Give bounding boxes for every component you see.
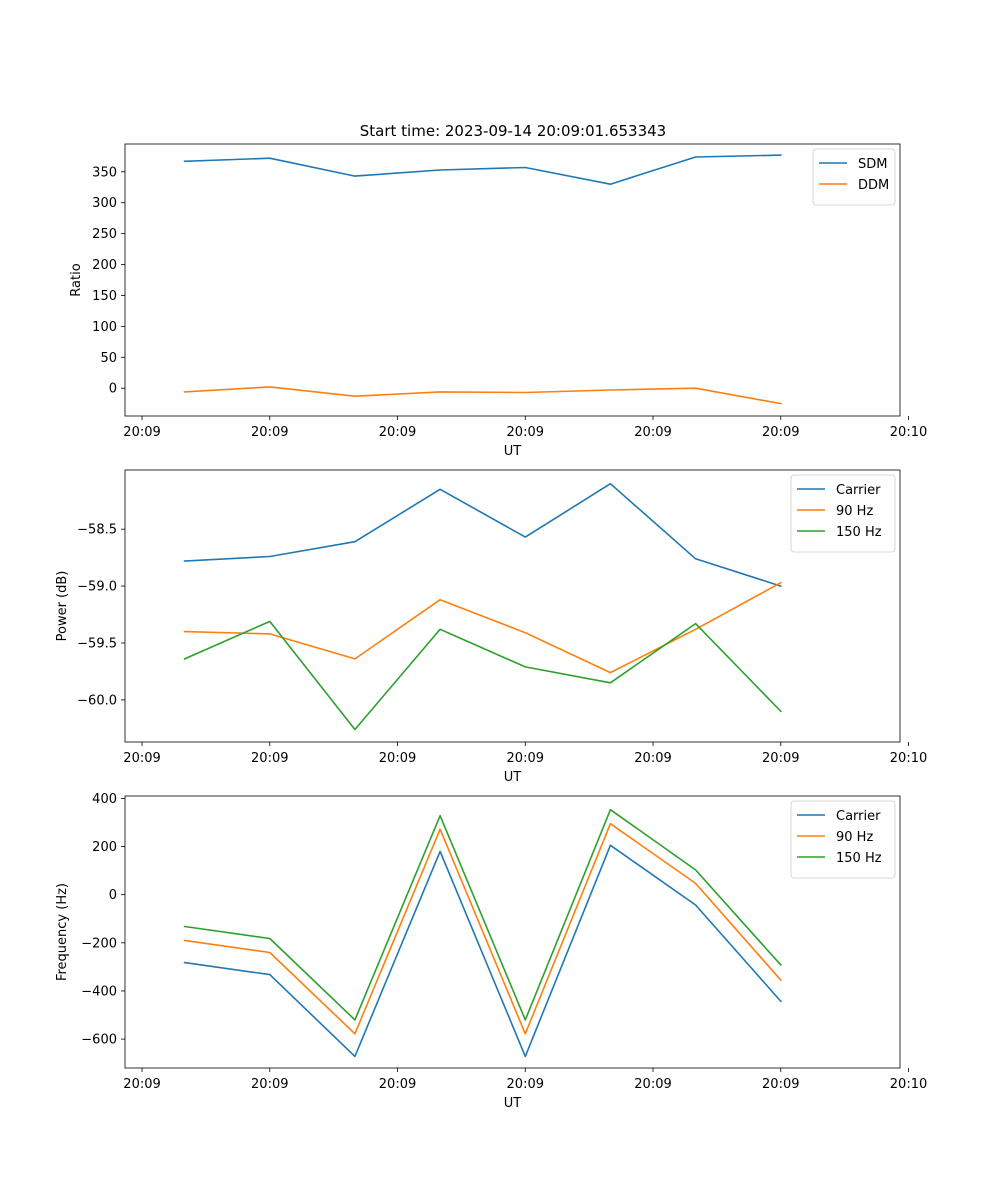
panel-2-series-2-line: [183, 581, 782, 674]
panel-2-y-tick-label: −59.5: [77, 636, 117, 651]
panel-3-legend-box: [790, 800, 896, 879]
panel-1-y-tick-label: 150: [92, 289, 117, 304]
panel-3-legend-label-2: 90 Hz: [836, 830, 873, 845]
panel-1-y-tick-label: 100: [92, 320, 117, 335]
panel-1-legend-label-1: SDM: [858, 157, 887, 172]
panel-2-legend-box: [790, 474, 896, 553]
panel-1: 20:09 20:09 20:09 20:09 20:09 20:09 20:10 0 50 10…: [69, 143, 927, 459]
panel-3-y-tick-label: −200: [81, 936, 117, 951]
panel-1-y-tick-label: 350: [92, 165, 117, 180]
panel-3-legend-label-3: 150 Hz: [836, 851, 882, 866]
panel-3-y-tick-label: −400: [81, 984, 117, 999]
panel-2-x-tick-label: 20:09: [379, 751, 416, 766]
figure-title: Start time: 2023-09-14 20:09:01.653343: [360, 122, 666, 140]
panel-3-x-tick-label: 20:10: [890, 1077, 927, 1092]
panel-1-x-tick-label: 20:10: [890, 425, 927, 440]
panel-2-x-tick-label: 20:09: [507, 751, 544, 766]
panel-3-frame: [124, 795, 901, 1069]
panel-3-y-tick-label: 0: [109, 888, 117, 903]
panel-1-x-tick-label: 20:09: [123, 425, 160, 440]
panel-2-series-1-line: [183, 482, 782, 588]
panel-1-y-axis-label: Ratio: [69, 263, 84, 296]
panel-2: 20:09 20:09 20:09 20:09 20:09 20:09 20:10 −60.0…: [55, 469, 927, 785]
panel-1-x-tick-label: 20:09: [251, 425, 288, 440]
panel-2-y-axis-label: Power (dB): [55, 571, 70, 642]
panel-2-x-tick-label: 20:09: [762, 751, 799, 766]
panel-3-x-tick-label: 20:09: [762, 1077, 799, 1092]
panel-3-y-tick-label: 400: [92, 792, 117, 807]
panel-3-legend-label-1: Carrier: [836, 809, 881, 824]
panel-2-series-3-line: [183, 620, 782, 731]
panel-3-series-1-line: [183, 844, 782, 1058]
panel-1-x-tick-label: 20:09: [507, 425, 544, 440]
panel-2-x-tick-label: 20:09: [251, 751, 288, 766]
panel-2-legend-label-2: 90 Hz: [836, 504, 873, 519]
panel-3-series-2-line: [183, 822, 782, 1035]
panel-3-x-tick-label: 20:09: [251, 1077, 288, 1092]
panel-1-y-tick-label: 300: [92, 196, 117, 211]
panel-1-y-tick-label: 250: [92, 227, 117, 242]
panel-1-y-tick-label: 50: [100, 351, 117, 366]
panel-2-x-tick-label: 20:09: [123, 751, 160, 766]
panel-3-y-tick-label: 200: [92, 840, 117, 855]
panel-1-legend-label-2: DDM: [858, 178, 889, 193]
panel-3-y-axis-label: Frequency (Hz): [55, 883, 70, 981]
panel-2-y-tick-label: −58.5: [77, 523, 117, 538]
chart-panels: 20:09 20:09 20:09 20:09 20:09 20:09 20:10 0 50 10…: [55, 143, 927, 1111]
panel-1-y-tick-label: 200: [92, 258, 117, 273]
panel-2-x-tick-label: 20:10: [890, 751, 927, 766]
panel-1-y-tick-label: 0: [109, 382, 117, 397]
panel-1-series-2-line: [183, 386, 782, 405]
panel-3-x-tick-label: 20:09: [634, 1077, 671, 1092]
panel-1-x-tick-label: 20:09: [634, 425, 671, 440]
panel-2-x-tick-label: 20:09: [634, 751, 671, 766]
panel-1-series-1-line: [183, 154, 782, 185]
panel-3: 20:09 20:09 20:09 20:09 20:09 20:09 20:10 −600 −…: [55, 792, 927, 1111]
panel-2-legend-label-3: 150 Hz: [836, 525, 882, 540]
panel-1-x-axis-label: UT: [504, 444, 522, 459]
panel-3-x-axis-label: UT: [504, 1096, 522, 1111]
panel-2-frame: [124, 469, 901, 743]
panel-3-series-3-line: [183, 808, 782, 1021]
panel-3-y-tick-label: −600: [81, 1033, 117, 1048]
panel-3-x-tick-label: 20:09: [379, 1077, 416, 1092]
panel-2-legend-label-1: Carrier: [836, 483, 881, 498]
panel-1-x-tick-label: 20:09: [762, 425, 799, 440]
panel-3-x-tick-label: 20:09: [507, 1077, 544, 1092]
panel-2-x-axis-label: UT: [504, 770, 522, 785]
panel-1-x-tick-label: 20:09: [379, 425, 416, 440]
panel-1-frame: [124, 143, 901, 417]
panel-3-x-tick-label: 20:09: [123, 1077, 160, 1092]
panel-2-y-tick-label: −60.0: [77, 693, 117, 708]
panel-2-y-tick-label: −59.0: [77, 580, 117, 595]
